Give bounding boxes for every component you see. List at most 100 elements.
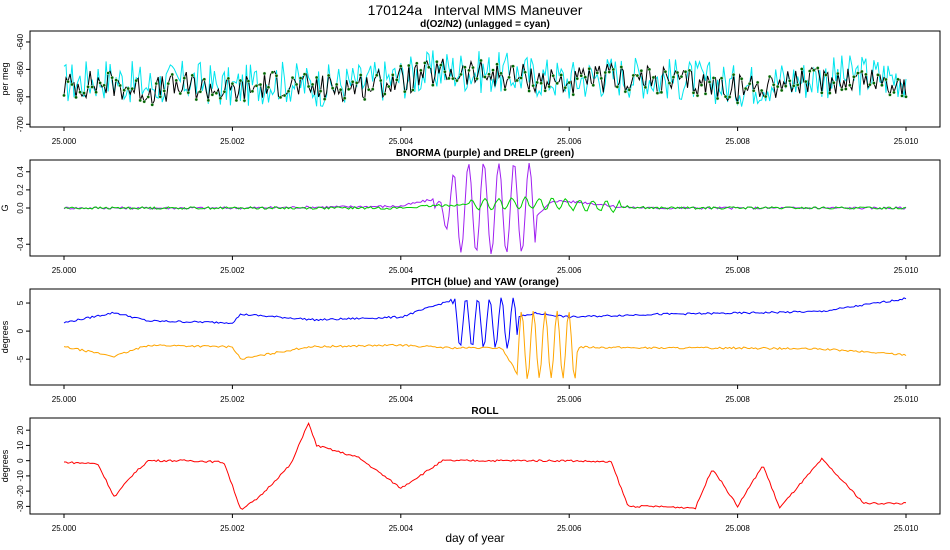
data-point [270,70,275,75]
data-point [623,89,628,94]
data-point [326,73,331,78]
data-point [815,66,820,70]
data-point [250,89,255,94]
panel-title: d(O2/N2) (unlagged = cyan) [420,19,550,30]
data-point [864,72,868,77]
data-point [411,88,415,92]
data-point [435,59,439,64]
data-point [551,73,555,78]
data-point [419,68,423,73]
x-tick-label: 25.008 [725,524,750,533]
panel-title: BNORMA (purple) and DRELP (green) [396,148,574,159]
data-point [896,77,900,82]
data-point [455,78,459,83]
data-point [691,90,696,95]
data-point [370,87,375,91]
data-point [214,91,219,95]
data-point [362,97,367,102]
data-point [739,76,744,81]
data-point [523,70,527,75]
data-point [386,84,391,89]
x-tick-label: 25.000 [52,266,77,275]
data-point [126,86,130,91]
data-point [591,83,596,88]
panel-title: ROLL [471,406,498,417]
data-point [880,83,884,88]
y-tick-label: -5 [16,355,25,363]
series-line-pitch [63,297,907,349]
y-tick-label: 5 [16,300,25,305]
data-point [427,65,431,70]
data-point [378,78,383,83]
data-point [334,82,339,87]
data-point [471,65,475,70]
data-point [587,66,592,71]
panel-3: PITCH (blue) and YAW (orange) degrees 25.0… [0,277,941,404]
data-point [346,87,351,92]
data-point [547,84,551,89]
data-point [298,76,303,80]
x-tick-label: 25.002 [220,395,245,404]
data-point [868,82,872,87]
data-point [719,76,724,80]
data-point [836,71,840,76]
data-point [759,88,764,93]
data-point [659,90,664,95]
data-point [811,68,816,73]
panel-2: BNORMA (purple) and DRELP (green) G 25.000… [0,148,941,275]
data-point [783,84,788,88]
data-point [892,90,896,95]
data-point [382,92,387,96]
data-point [743,86,748,91]
data-point [727,95,732,99]
data-point [731,72,736,77]
data-point [286,89,291,94]
data-point [567,80,572,85]
data-point [342,96,347,100]
data-point [615,85,620,89]
data-point [699,83,704,87]
data-point [671,75,676,79]
data-point [194,97,199,102]
data-point [631,73,636,78]
data-point [94,90,98,95]
data-point [306,84,311,89]
data-point [246,79,251,83]
y-axis-label: degrees [0,320,10,353]
data-point [635,73,640,78]
data-point [687,68,692,73]
x-tick-label: 25.008 [725,395,750,404]
data-point [318,89,323,93]
y-axis-label: G [0,204,10,211]
x-tick-label: 25.004 [389,266,414,275]
y-tick-label: 0 [16,458,25,463]
data-point [118,83,122,88]
data-point [294,82,299,87]
x-tick-label: 25.000 [52,395,77,404]
data-point [715,96,720,101]
data-point [390,73,395,77]
data-point [467,68,471,73]
data-point [711,76,716,80]
data-point [451,76,455,81]
data-point [130,86,134,91]
data-point [856,71,860,75]
data-point [840,87,844,92]
data-point [795,83,800,87]
figure-title: 170124a Interval MMS Maneuver [367,2,583,18]
x-tick-label: 25.002 [220,137,245,146]
data-point [799,67,804,71]
data-point [423,61,427,65]
data-point [583,75,588,80]
data-point [82,91,86,95]
data-point [499,71,503,76]
data-point [824,73,828,77]
data-point [78,90,82,94]
data-point [266,85,271,90]
data-point [872,81,876,85]
panel-1: d(O2/N2) (unlagged = cyan) per meg 25.000 2… [0,19,941,146]
data-point [663,69,668,74]
data-point [398,64,403,68]
x-axis-label: day of year [445,531,505,545]
data-point [767,74,772,79]
